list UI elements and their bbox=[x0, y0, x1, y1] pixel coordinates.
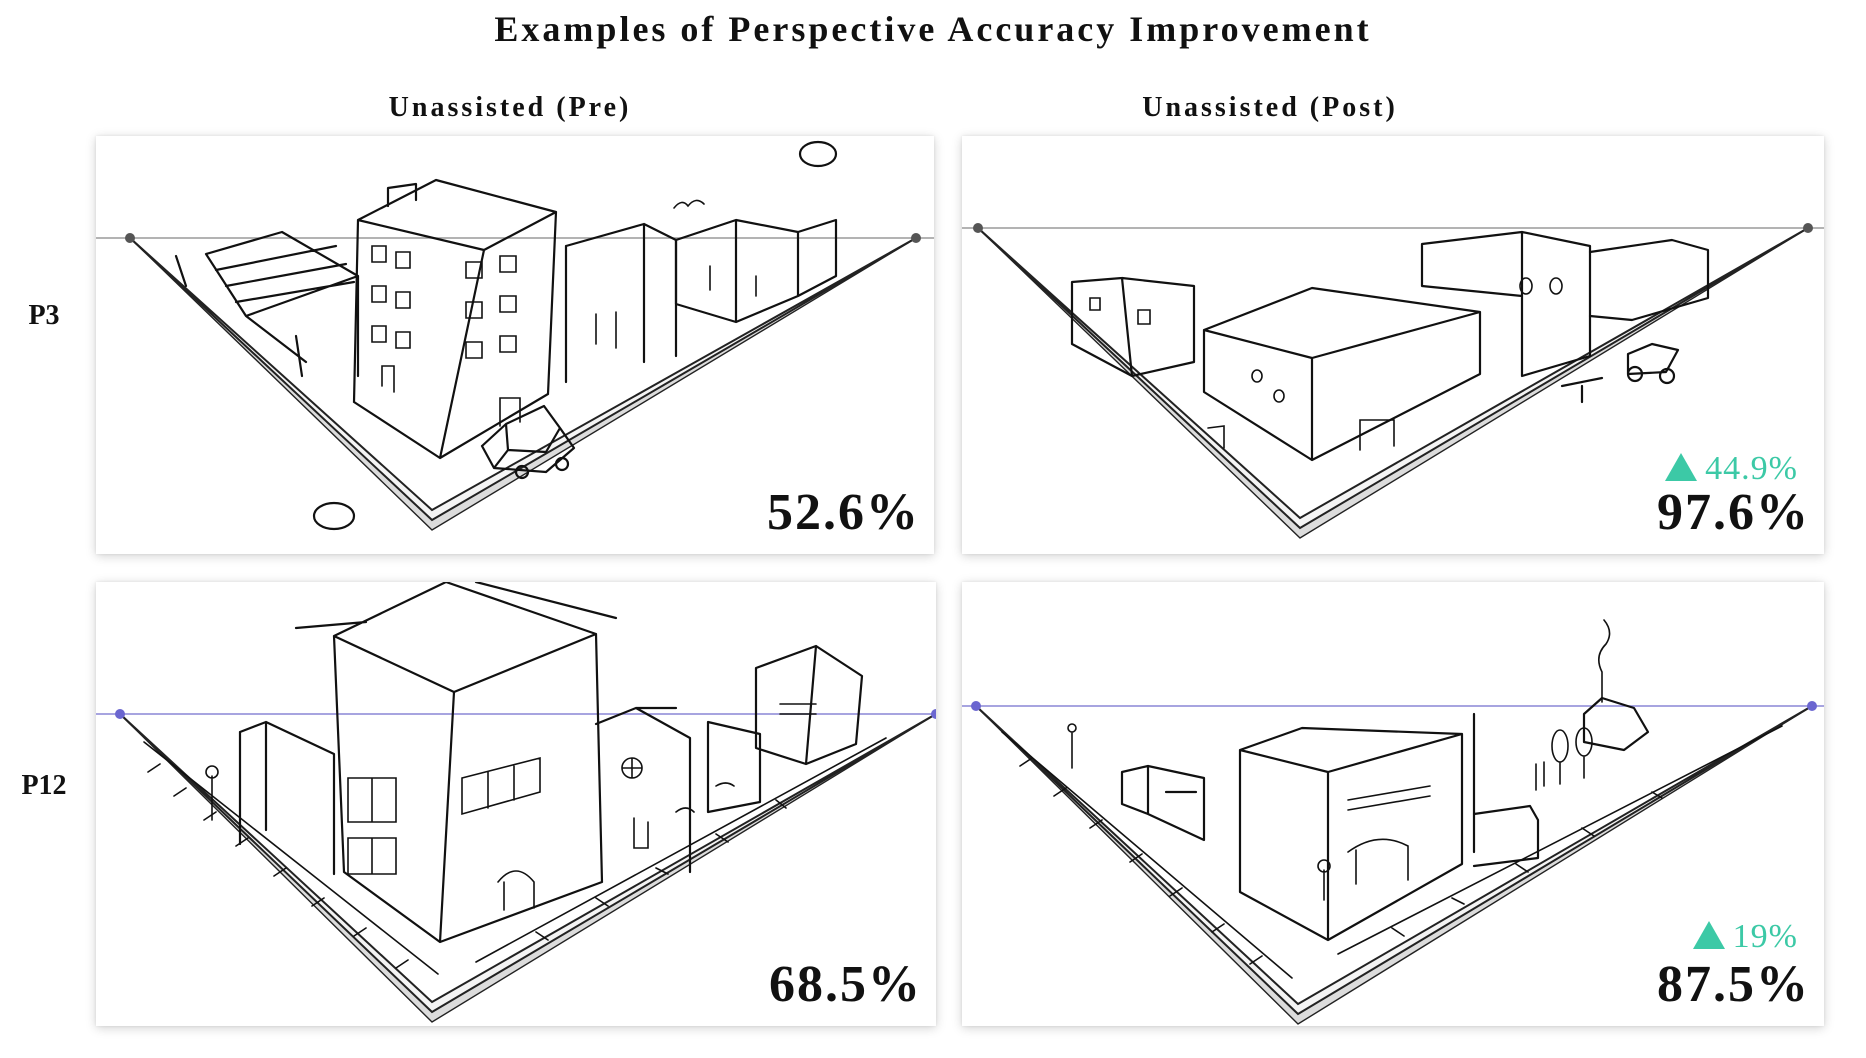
vanishing-point-left bbox=[971, 701, 981, 711]
panel-p3-pre: 52.6% bbox=[96, 136, 934, 554]
right-buildings bbox=[594, 644, 864, 874]
up-triangle-icon bbox=[1665, 453, 1698, 481]
column-title-post: Unassisted (Post) bbox=[1142, 92, 1398, 123]
row-label-p12: P12 bbox=[21, 770, 67, 801]
figure-title: Examples of Perspective Accuracy Improve… bbox=[494, 9, 1372, 49]
chimney-smoke bbox=[1598, 619, 1611, 703]
column-title-pre: Unassisted (Pre) bbox=[388, 92, 632, 123]
cart-sketch bbox=[1560, 342, 1680, 404]
sketch-p12-post bbox=[962, 619, 1824, 1025]
left-building bbox=[1070, 276, 1196, 378]
sidewalk-lines bbox=[1001, 725, 1783, 979]
sketch-p3-pre bbox=[96, 140, 934, 531]
lamp-post-sketch bbox=[1067, 723, 1077, 769]
central-building bbox=[1202, 286, 1482, 462]
accuracy-score: 87.5% bbox=[1657, 956, 1810, 1013]
building-details bbox=[621, 703, 817, 849]
accuracy-score: 52.6% bbox=[767, 484, 920, 541]
ground-plane bbox=[119, 713, 936, 1014]
lamp-post-sketch bbox=[205, 765, 219, 821]
sidewalk-lines bbox=[143, 737, 887, 975]
tall-building bbox=[352, 178, 558, 460]
accuracy-score: 97.6% bbox=[1657, 484, 1810, 541]
panel-p3-post: 44.9% 97.6% bbox=[962, 136, 1824, 554]
accuracy-score: 68.5% bbox=[769, 956, 922, 1013]
vanishing-point-left bbox=[115, 709, 125, 719]
building-windows bbox=[371, 245, 521, 427]
up-triangle-icon bbox=[1692, 921, 1725, 949]
tree-sketches bbox=[1535, 727, 1593, 791]
car-sketch bbox=[480, 404, 576, 480]
panel-p12-post: 19% 87.5% bbox=[962, 582, 1824, 1026]
sketch-p3-post bbox=[962, 223, 1824, 539]
central-building bbox=[1238, 712, 1476, 942]
building-windows bbox=[347, 756, 541, 911]
tall-building bbox=[294, 582, 618, 944]
improvement-badge: 44.9% bbox=[1665, 450, 1798, 488]
right-low-building bbox=[1472, 804, 1540, 868]
improvement-value: 19% bbox=[1732, 918, 1798, 955]
vanishing-point-right bbox=[911, 233, 921, 243]
sketch-p12-pre bbox=[96, 582, 936, 1023]
building-details bbox=[1317, 785, 1431, 901]
cloud-sketch bbox=[798, 140, 838, 168]
left-shed bbox=[174, 230, 360, 378]
improvement-value: 44.9% bbox=[1705, 450, 1798, 487]
mid-building bbox=[564, 222, 678, 384]
vanishing-point-left bbox=[125, 233, 135, 243]
right-building bbox=[1420, 230, 1592, 378]
row-label-p3: P3 bbox=[28, 300, 60, 331]
rock-sketch bbox=[312, 501, 356, 531]
vanishing-point-left bbox=[973, 223, 983, 233]
building-details bbox=[1089, 277, 1563, 451]
vanishing-point-right bbox=[1807, 701, 1817, 711]
vanishing-point-right bbox=[931, 709, 936, 719]
panel-p12-pre: 68.5% bbox=[96, 582, 936, 1026]
bird-sketch bbox=[673, 199, 705, 209]
far-right-building bbox=[1588, 238, 1710, 322]
improvement-badge: 19% bbox=[1692, 918, 1798, 956]
vanishing-point-right bbox=[1803, 223, 1813, 233]
left-building bbox=[1120, 764, 1206, 842]
left-building bbox=[238, 720, 336, 876]
right-building bbox=[674, 218, 838, 324]
